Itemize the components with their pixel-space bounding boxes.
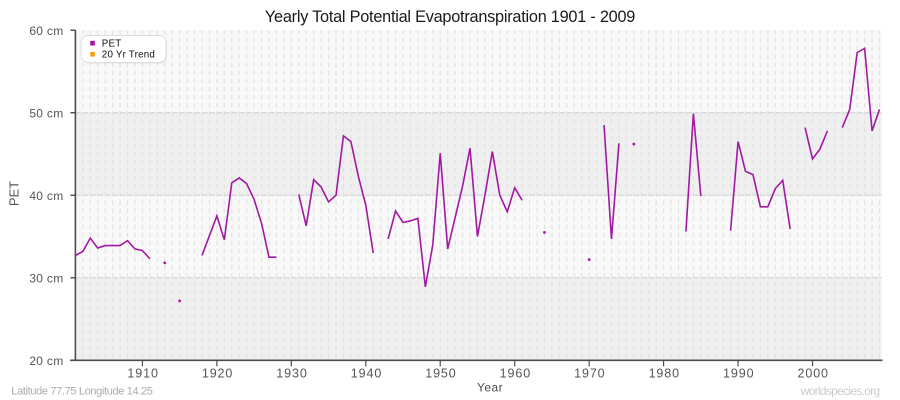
svg-text:1940: 1940	[351, 367, 382, 381]
svg-text:Latitude 77.75 Longitude 14.25: Latitude 77.75 Longitude 14.25	[11, 386, 152, 398]
svg-text:PET: PET	[102, 38, 122, 49]
svg-text:50 cm: 50 cm	[29, 107, 63, 121]
svg-text:Year: Year	[477, 381, 503, 395]
svg-text:40 cm: 40 cm	[29, 189, 63, 203]
svg-text:1980: 1980	[649, 367, 680, 381]
svg-text:20 Yr Trend: 20 Yr Trend	[102, 49, 155, 60]
svg-text:1910: 1910	[127, 367, 158, 381]
svg-text:1920: 1920	[202, 367, 233, 381]
svg-text:1950: 1950	[425, 367, 456, 381]
svg-text:1990: 1990	[723, 367, 754, 381]
svg-text:1960: 1960	[500, 367, 531, 381]
svg-text:1930: 1930	[276, 367, 307, 381]
svg-text:60 cm: 60 cm	[29, 24, 63, 38]
svg-text:1970: 1970	[574, 367, 605, 381]
svg-text:20 cm: 20 cm	[29, 354, 63, 368]
svg-text:PET: PET	[7, 181, 22, 206]
svg-text:30 cm: 30 cm	[29, 272, 63, 286]
svg-text:Yearly Total Potential Evapotr: Yearly Total Potential Evapotranspiratio…	[265, 8, 635, 26]
svg-text:worldspecies.org: worldspecies.org	[800, 384, 880, 398]
svg-text:2000: 2000	[797, 367, 828, 381]
